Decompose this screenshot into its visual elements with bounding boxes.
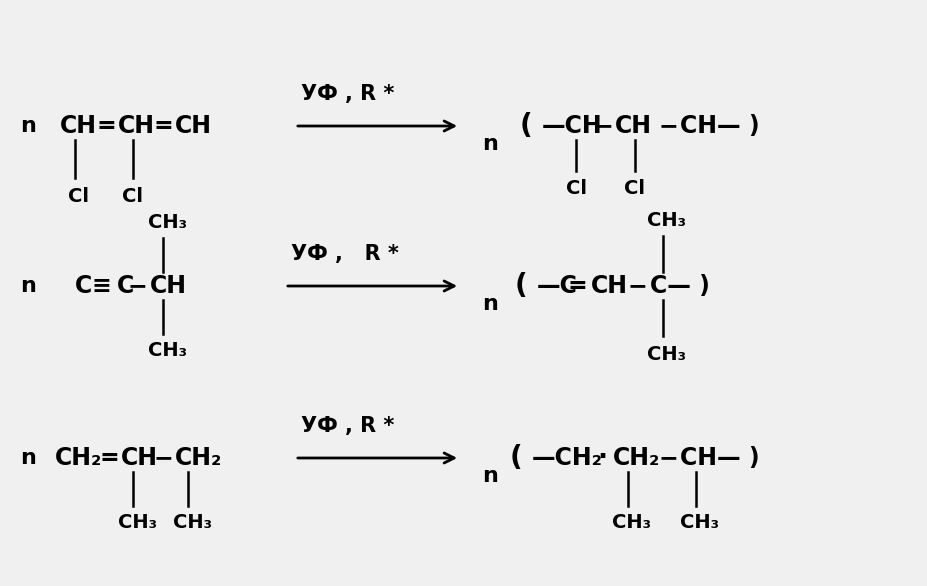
Text: n: n	[20, 116, 36, 136]
Text: CH₃: CH₃	[646, 345, 685, 363]
Text: −: −	[127, 274, 146, 298]
Text: −: −	[592, 114, 612, 138]
Text: (: (	[514, 272, 527, 300]
Text: n: n	[481, 294, 498, 314]
Text: CH₂: CH₂	[613, 446, 660, 470]
Text: CH₃: CH₃	[118, 513, 157, 533]
Text: CH: CH	[150, 274, 187, 298]
Text: CH₃: CH₃	[147, 213, 187, 233]
Text: УФ , R *: УФ , R *	[301, 416, 394, 436]
Text: −: −	[657, 114, 677, 138]
Text: n: n	[481, 134, 498, 154]
Text: CH₃: CH₃	[679, 513, 718, 533]
Text: n: n	[20, 448, 36, 468]
Text: −: −	[627, 274, 646, 298]
Text: (: (	[519, 112, 532, 140]
Text: CH₃: CH₃	[611, 513, 651, 533]
Text: Cl: Cl	[565, 179, 587, 197]
Text: CH: CH	[60, 114, 97, 138]
Text: ≡: ≡	[91, 274, 110, 298]
Text: Cl: Cl	[623, 179, 644, 197]
Text: −: −	[153, 446, 172, 470]
Text: C: C	[117, 274, 134, 298]
Text: (: (	[510, 444, 522, 472]
Text: =: =	[99, 446, 119, 470]
Text: CH₃: CH₃	[147, 342, 187, 360]
Text: CH: CH	[118, 114, 155, 138]
Text: n: n	[481, 466, 498, 486]
Text: CH: CH	[615, 114, 652, 138]
Text: CH— ): CH— )	[679, 446, 759, 470]
Text: Cl: Cl	[121, 186, 143, 206]
Text: CH: CH	[121, 446, 158, 470]
Text: C— ): C— )	[649, 274, 709, 298]
Text: CH: CH	[590, 274, 628, 298]
Text: УФ ,   R *: УФ , R *	[291, 244, 399, 264]
Text: Cl: Cl	[68, 186, 89, 206]
Text: —CH: —CH	[541, 114, 602, 138]
Text: —CH₂: —CH₂	[531, 446, 603, 470]
Text: =: =	[96, 114, 116, 138]
Text: ·: ·	[596, 445, 606, 471]
Text: CH₂: CH₂	[55, 446, 102, 470]
Text: CH— ): CH— )	[679, 114, 759, 138]
Text: C: C	[75, 274, 92, 298]
Text: CH: CH	[175, 114, 211, 138]
Text: —C: —C	[537, 274, 578, 298]
Text: =: =	[566, 274, 586, 298]
Text: n: n	[20, 276, 36, 296]
Text: =: =	[153, 114, 172, 138]
Text: УФ , R *: УФ , R *	[301, 84, 394, 104]
Text: CH₂: CH₂	[175, 446, 222, 470]
Text: CH₃: CH₃	[172, 513, 211, 533]
Text: −: −	[657, 446, 677, 470]
Text: CH₃: CH₃	[646, 212, 685, 230]
